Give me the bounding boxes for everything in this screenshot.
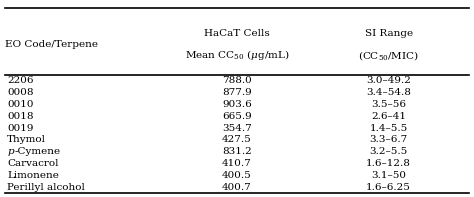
Text: 2.6–41: 2.6–41 <box>371 112 406 121</box>
Text: 877.9: 877.9 <box>222 88 252 97</box>
Text: EO Code/Terpene: EO Code/Terpene <box>5 40 98 49</box>
Text: 3.0–49.2: 3.0–49.2 <box>366 76 411 85</box>
Text: 400.5: 400.5 <box>222 171 252 180</box>
Text: SI Range: SI Range <box>365 29 413 38</box>
Text: 2206: 2206 <box>7 76 34 85</box>
Text: -Cymene: -Cymene <box>15 147 61 156</box>
Text: (CC$_{50}$/MIC): (CC$_{50}$/MIC) <box>358 49 419 62</box>
Text: 3.1–50: 3.1–50 <box>371 171 406 180</box>
Text: 665.9: 665.9 <box>222 112 252 121</box>
Text: Thymol: Thymol <box>7 135 46 144</box>
Text: 831.2: 831.2 <box>222 147 252 156</box>
Text: 0008: 0008 <box>7 88 34 97</box>
Text: 903.6: 903.6 <box>222 100 252 109</box>
Text: 0010: 0010 <box>7 100 34 109</box>
Text: Perillyl alcohol: Perillyl alcohol <box>7 183 85 192</box>
Text: 400.7: 400.7 <box>222 183 252 192</box>
Text: 0019: 0019 <box>7 124 34 133</box>
Text: 427.5: 427.5 <box>222 135 252 144</box>
Text: 788.0: 788.0 <box>222 76 252 85</box>
Text: 3.3–6.7: 3.3–6.7 <box>370 135 408 144</box>
Text: 354.7: 354.7 <box>222 124 252 133</box>
Text: 0018: 0018 <box>7 112 34 121</box>
Text: HaCaT Cells: HaCaT Cells <box>204 29 270 38</box>
Text: 3.2–5.5: 3.2–5.5 <box>370 147 408 156</box>
Text: Carvacrol: Carvacrol <box>7 159 59 168</box>
Text: 410.7: 410.7 <box>222 159 252 168</box>
Text: 3.4–54.8: 3.4–54.8 <box>366 88 411 97</box>
Text: Limonene: Limonene <box>7 171 59 180</box>
Text: 1.4–5.5: 1.4–5.5 <box>370 124 408 133</box>
Text: p: p <box>7 147 14 156</box>
Text: Mean CC$_{50}$ ($\mu$g/mL): Mean CC$_{50}$ ($\mu$g/mL) <box>185 48 289 62</box>
Text: 1.6–12.8: 1.6–12.8 <box>366 159 411 168</box>
Text: 3.5–56: 3.5–56 <box>371 100 406 109</box>
Text: 1.6–6.25: 1.6–6.25 <box>366 183 411 192</box>
